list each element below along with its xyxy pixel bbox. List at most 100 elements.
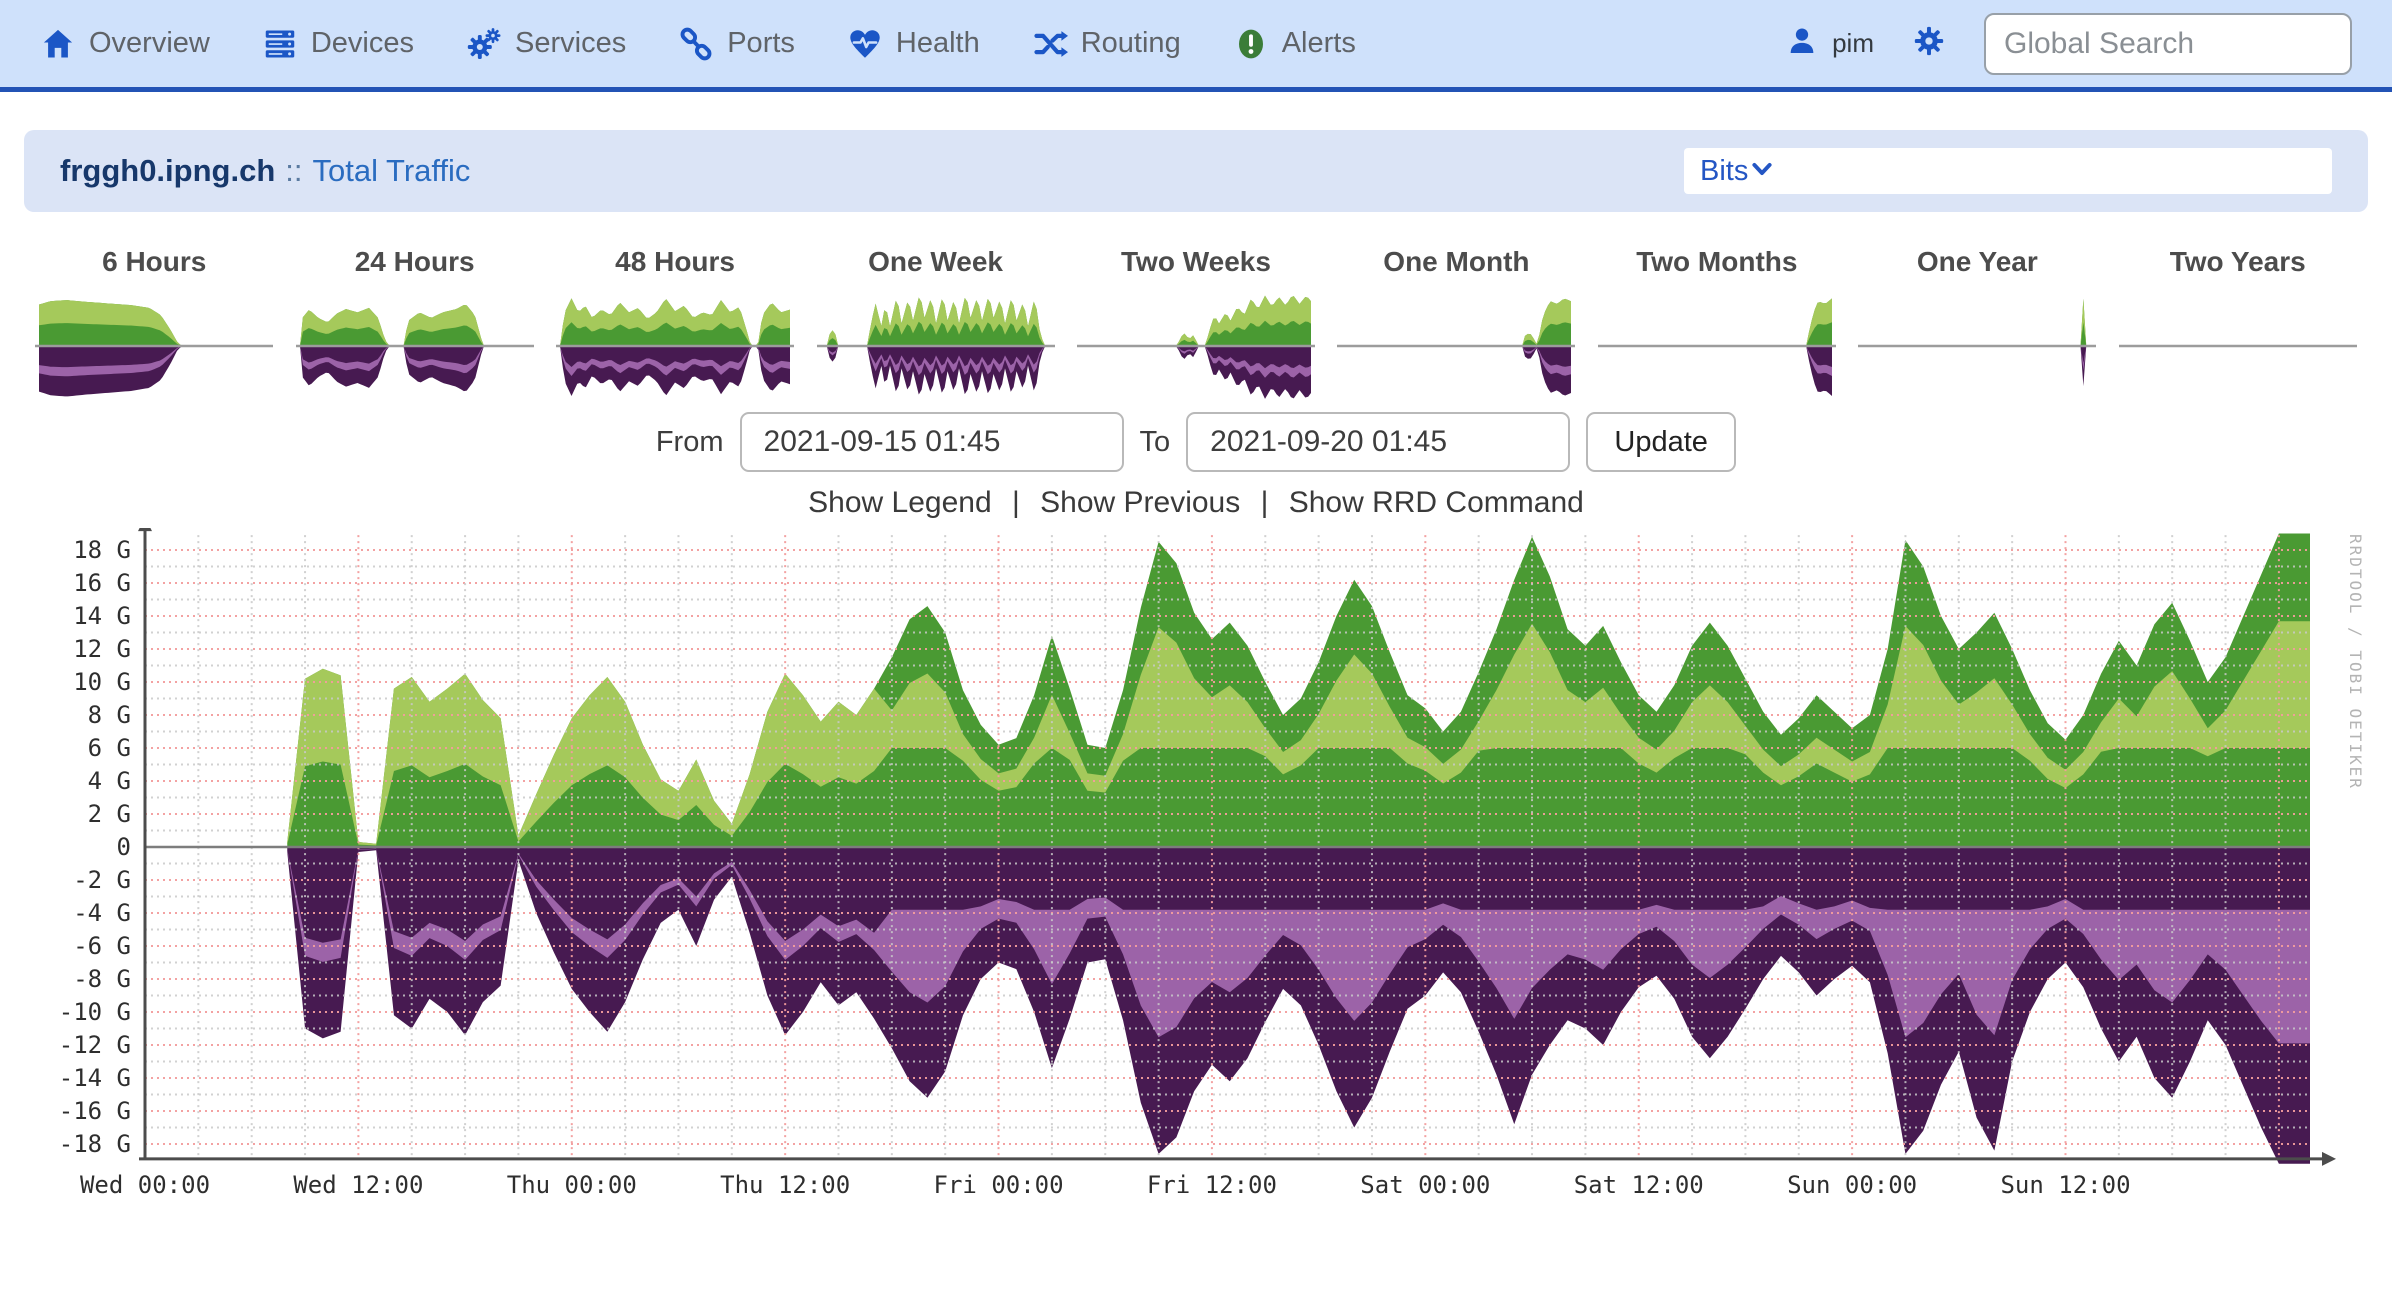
svg-text:-18 G: -18 G	[59, 1130, 131, 1158]
svg-text:Sat 12:00: Sat 12:00	[1574, 1171, 1704, 1199]
svg-text:-14 G: -14 G	[59, 1064, 131, 1092]
alert-icon	[1233, 26, 1269, 62]
svg-text:Thu 12:00: Thu 12:00	[720, 1171, 850, 1199]
timerange-6-hours[interactable]: 6 Hours	[24, 246, 284, 406]
svg-text:-6 G: -6 G	[73, 932, 131, 960]
timerange-two-weeks[interactable]: Two Weeks	[1066, 246, 1326, 406]
svg-text:-4 G: -4 G	[73, 899, 131, 927]
svg-text:-8 G: -8 G	[73, 965, 131, 993]
nav-item-overview[interactable]: Overview	[40, 26, 210, 62]
svg-text:Fri 00:00: Fri 00:00	[934, 1171, 1064, 1199]
link-show-legend[interactable]: Show Legend	[808, 486, 992, 519]
update-button[interactable]: Update	[1586, 412, 1737, 472]
device-header: frggh0.ipng.ch :: Total Traffic Bits	[24, 130, 2368, 212]
timerange-thumbnail-graph	[1337, 298, 1576, 396]
nav-item-label: Health	[895, 27, 980, 59]
svg-text:8 G: 8 G	[88, 701, 131, 729]
svg-text:Wed 12:00: Wed 12:00	[293, 1171, 423, 1199]
timerange-label: Two Months	[1636, 246, 1798, 277]
nav-item-label: Overview	[89, 27, 210, 59]
timerange-24-hours[interactable]: 24 Hours	[284, 246, 544, 406]
timerange-two-years[interactable]: Two Years	[2108, 246, 2368, 406]
from-date-input[interactable]	[739, 412, 1124, 472]
timerange-thumbnail-graph	[35, 300, 274, 397]
svg-text:6 G: 6 G	[88, 734, 131, 762]
timerange-thumbnails: 6 Hours 24 Hours 48 Hours One Week Two Weeks…	[0, 246, 2392, 406]
nav-item-services[interactable]: Services	[466, 26, 626, 62]
settings-button[interactable]	[1912, 24, 1946, 63]
daterange-controls: From To Update	[0, 412, 2392, 472]
svg-text:Fri 12:00: Fri 12:00	[1147, 1171, 1277, 1199]
svg-text:-10 G: -10 G	[59, 998, 131, 1026]
link-show-previous[interactable]: Show Previous	[1040, 486, 1241, 519]
timerange-thumbnail-graph	[2118, 344, 2357, 348]
svg-text:14 G: 14 G	[73, 602, 131, 630]
timerange-label: One Month	[1383, 246, 1530, 277]
timerange-thumbnail-graph	[556, 298, 795, 396]
svg-text:RRDTOOL / TOBI OETIKER: RRDTOOL / TOBI OETIKER	[2346, 534, 2365, 790]
timerange-label: Two Years	[2169, 246, 2306, 277]
nav-item-health[interactable]: Health	[847, 26, 980, 62]
chevron-down-icon	[1748, 155, 1776, 188]
nav-item-label: Services	[515, 27, 627, 59]
shuffle-icon	[1032, 26, 1068, 62]
timerange-thumbnail-graph	[1597, 298, 1836, 396]
rrd-graph-image: -18 G -16 G -14 G -12 G -10 G -8 G -6 G -4 G -2 …	[59, 528, 2365, 1199]
timerange-label: Two Weeks	[1121, 246, 1271, 277]
nav-item-routing[interactable]: Routing	[1032, 26, 1181, 62]
timerange-one-month[interactable]: One Month	[1326, 246, 1586, 406]
timerange-two-months[interactable]: Two Months	[1587, 246, 1847, 406]
from-label: From	[655, 425, 724, 458]
gears-icon	[466, 26, 502, 62]
svg-text:Wed 00:00: Wed 00:00	[80, 1171, 210, 1199]
svg-text:10 G: 10 G	[73, 668, 131, 696]
nav-item-label: Devices	[310, 27, 415, 59]
nav-item-ports[interactable]: Ports	[678, 26, 795, 62]
svg-text:0: 0	[117, 833, 131, 861]
svg-text:16 G: 16 G	[73, 569, 131, 597]
user-icon	[1786, 25, 1818, 62]
timerange-thumbnail-graph	[816, 297, 1055, 395]
svg-text:-12 G: -12 G	[59, 1031, 131, 1059]
timerange-label: One Year	[1916, 246, 2038, 277]
top-navbar: Overview Devices Services Ports Health R…	[0, 0, 2392, 92]
global-search-input[interactable]	[1984, 12, 2352, 75]
gear-icon	[1912, 26, 1946, 62]
timerange-one-year[interactable]: One Year	[1847, 246, 2107, 406]
device-hostname-link[interactable]: frggh0.ipng.ch	[60, 153, 276, 188]
svg-text:12 G: 12 G	[73, 635, 131, 663]
svg-text:-2 G: -2 G	[73, 866, 131, 894]
svg-text:Sun 00:00: Sun 00:00	[1787, 1171, 1917, 1199]
nav-item-alerts[interactable]: Alerts	[1233, 26, 1356, 62]
timerange-label: One Week	[868, 246, 1003, 277]
link-separator: |	[1003, 486, 1029, 519]
nav-item-devices[interactable]: Devices	[262, 26, 414, 62]
svg-text:2 G: 2 G	[88, 800, 131, 828]
svg-text:Sat 00:00: Sat 00:00	[1360, 1171, 1490, 1199]
svg-text:Thu 00:00: Thu 00:00	[507, 1171, 637, 1199]
heartbeat-icon	[847, 26, 883, 62]
link-icon	[678, 26, 714, 62]
svg-text:-16 G: -16 G	[59, 1097, 131, 1125]
user-name: pim	[1832, 28, 1874, 58]
unit-dropdown-value: Bits	[1700, 154, 1749, 187]
breadcrumb-separator: ::	[285, 153, 303, 188]
graph-title-link[interactable]: Total Traffic	[312, 153, 471, 188]
timerange-one-week[interactable]: One Week	[805, 246, 1065, 406]
unit-dropdown[interactable]: Bits	[1684, 148, 2332, 194]
server-icon	[262, 26, 298, 62]
main-traffic-graph: -18 G -16 G -14 G -12 G -10 G -8 G -6 G -4 G -2 …	[0, 528, 2392, 1228]
timerange-label: 6 Hours	[102, 246, 207, 277]
svg-text:Sun 12:00: Sun 12:00	[2000, 1171, 2130, 1199]
user-menu[interactable]: pim	[1786, 25, 1874, 62]
timerange-thumbnail-graph	[1858, 298, 2097, 387]
svg-text:4 G: 4 G	[88, 767, 131, 795]
to-date-input[interactable]	[1186, 412, 1571, 472]
link-show-rrd-command[interactable]: Show RRD Command	[1288, 486, 1584, 519]
timerange-48-hours[interactable]: 48 Hours	[545, 246, 805, 406]
nav-item-label: Alerts	[1281, 27, 1356, 59]
svg-text:18 G: 18 G	[73, 536, 131, 564]
link-separator: |	[1252, 486, 1277, 519]
nav-item-label: Routing	[1080, 27, 1181, 59]
home-icon	[40, 26, 76, 62]
